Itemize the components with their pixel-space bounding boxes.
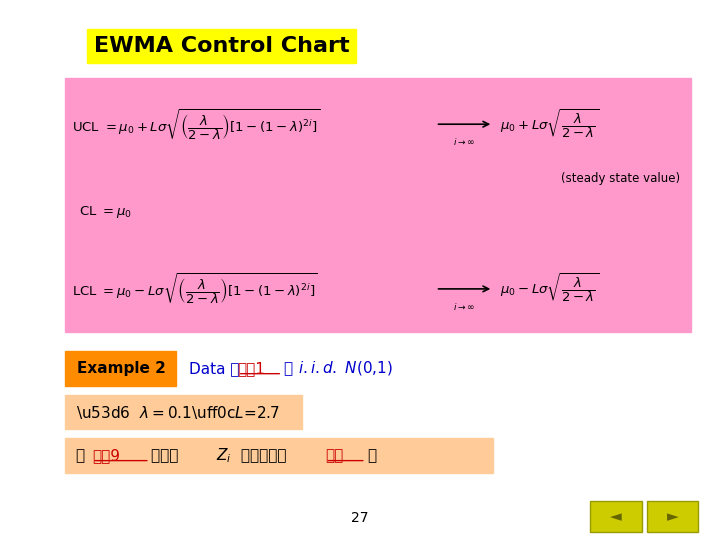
Text: 27: 27	[351, 511, 369, 525]
FancyBboxPatch shape	[65, 78, 691, 332]
Text: $i\to\infty$: $i\to\infty$	[454, 136, 475, 147]
Text: EWMA Control Chart: EWMA Control Chart	[94, 36, 349, 56]
Text: $i.i.d.$: $i.i.d.$	[298, 360, 337, 376]
Text: Example 2: Example 2	[76, 361, 166, 376]
Text: (steady state value): (steady state value)	[562, 172, 680, 185]
Text: $N$(0,1): $N$(0,1)	[340, 359, 393, 377]
Text: $Z_i$: $Z_i$	[216, 446, 232, 464]
Text: $i\to\infty$: $i\to\infty$	[454, 301, 475, 312]
Text: \u53d6  $\lambda = 0.1$\uff0c$L$=2.7: \u53d6 $\lambda = 0.1$\uff0c$L$=2.7	[76, 403, 279, 421]
Text: ►: ►	[667, 509, 678, 524]
Text: 附袆9: 附袆9	[92, 448, 120, 463]
Text: LCL $= \mu_0 - L\sigma\sqrt{\left(\dfrac{\lambda}{2-\lambda}\right)[1-(1-\lambda: LCL $= \mu_0 - L\sigma\sqrt{\left(\dfrac…	[72, 272, 318, 306]
FancyBboxPatch shape	[65, 438, 493, 472]
FancyBboxPatch shape	[65, 395, 302, 429]
Text: 見: 見	[76, 448, 85, 463]
FancyBboxPatch shape	[647, 501, 698, 532]
Text: $\mu_0 + L\sigma\sqrt{\dfrac{\lambda}{2-\lambda}}$: $\mu_0 + L\sigma\sqrt{\dfrac{\lambda}{2-…	[500, 107, 600, 141]
Text: ◄: ◄	[611, 509, 622, 524]
FancyBboxPatch shape	[65, 351, 176, 386]
Text: 附袆1: 附袆1	[238, 361, 266, 376]
Text: UCL $= \mu_0 + L\sigma\sqrt{\left(\dfrac{\lambda}{2-\lambda}\right)[1-(1-\lambda: UCL $= \mu_0 + L\sigma\sqrt{\left(\dfrac…	[72, 107, 320, 141]
Text: ，: ，	[283, 361, 292, 376]
Text: Data 見: Data 見	[189, 361, 240, 376]
Text: 。: 。	[367, 448, 377, 463]
Text: $\mu_0 - L\sigma\sqrt{\dfrac{\lambda}{2-\lambda}}$: $\mu_0 - L\sigma\sqrt{\dfrac{\lambda}{2-…	[500, 272, 600, 306]
Text: CL $= \mu_0$: CL $= \mu_0$	[79, 204, 132, 220]
Text: （計算: （計算	[151, 448, 184, 463]
FancyBboxPatch shape	[590, 501, 642, 532]
Text: 的値），及: 的値），及	[236, 448, 287, 463]
Text: 附圖: 附圖	[325, 448, 343, 463]
